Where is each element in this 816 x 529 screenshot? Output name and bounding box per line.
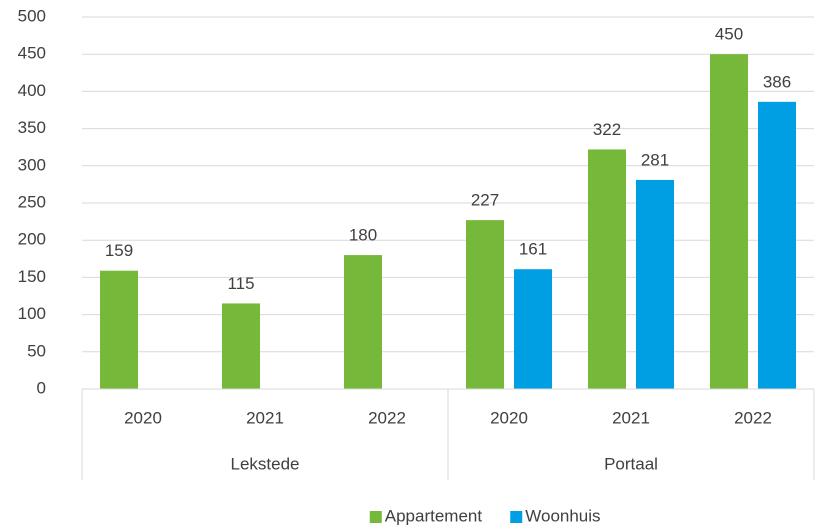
x-tick-label: 2022: [368, 408, 406, 427]
value-label: 227: [471, 191, 499, 210]
y-tick-label: 350: [18, 118, 46, 137]
value-label: 180: [349, 226, 377, 245]
x-tick-label: 2021: [612, 408, 650, 427]
group-label: Portaal: [604, 454, 658, 473]
bar: [758, 101, 796, 389]
value-label: 386: [763, 72, 791, 91]
value-label: 281: [641, 150, 669, 169]
y-tick-label: 400: [18, 81, 46, 100]
value-label: 161: [519, 240, 547, 259]
value-label: 115: [227, 274, 254, 293]
bar: [514, 269, 552, 389]
value-label: 159: [105, 241, 133, 260]
value-label: 322: [593, 120, 621, 139]
legend-swatch: [369, 511, 382, 523]
legend-label: Appartement: [385, 506, 483, 525]
bar: [588, 149, 626, 389]
bar: [710, 54, 748, 389]
legend-swatch: [510, 511, 523, 523]
y-tick-label: 500: [18, 6, 46, 25]
value-label: 450: [715, 25, 743, 44]
x-tick-label: 2020: [490, 408, 528, 427]
y-tick-label: 200: [18, 230, 46, 249]
bar: [344, 255, 382, 389]
y-tick-label: 0: [37, 378, 46, 397]
y-tick-label: 300: [18, 155, 46, 174]
y-tick-label: 450: [18, 44, 46, 63]
legend-label: Woonhuis: [525, 506, 600, 525]
y-tick-label: 250: [18, 192, 46, 211]
group-label: Lekstede: [231, 454, 300, 473]
x-tick-label: 2022: [734, 408, 772, 427]
y-tick-label: 100: [18, 304, 46, 323]
y-tick-label: 50: [27, 341, 46, 360]
x-tick-label: 2020: [124, 408, 162, 427]
bar: [222, 303, 260, 389]
x-tick-label: 2021: [246, 408, 284, 427]
y-tick-label: 150: [18, 267, 46, 286]
bar: [100, 270, 138, 389]
bar: [466, 220, 504, 389]
bar: [636, 179, 674, 389]
